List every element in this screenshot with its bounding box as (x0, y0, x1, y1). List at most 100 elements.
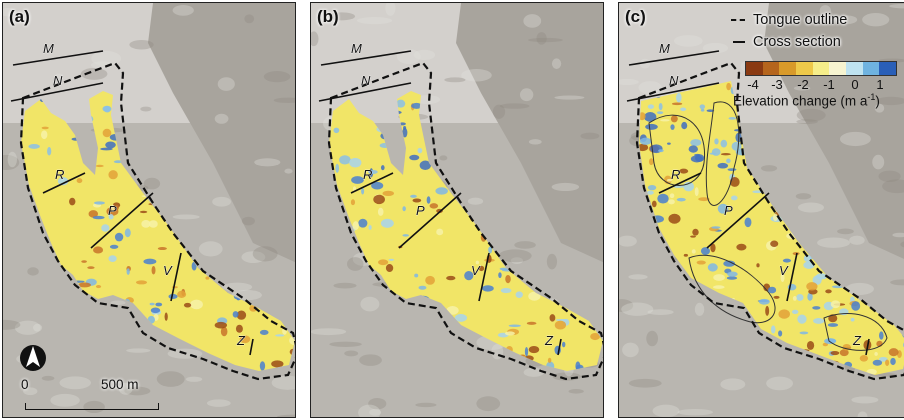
elevation-change-patch (590, 332, 601, 341)
terrain-texture-patch (129, 39, 154, 50)
terrain-texture-patch (580, 132, 600, 140)
elevation-change-patch (275, 334, 285, 337)
terrain-texture-patch (646, 330, 659, 347)
cross-section-label-v: V (163, 263, 173, 278)
elevation-change-patch (108, 214, 114, 220)
north-arrow-icon (20, 345, 46, 371)
elevation-change-patch (778, 309, 790, 319)
elevation-change-patch (850, 317, 855, 322)
elevation-change-patch (141, 220, 151, 228)
elevation-change-patch (412, 198, 422, 203)
elevation-change-patch (214, 321, 228, 329)
elevation-change-patch (352, 221, 359, 231)
elevation-change-patch (150, 307, 161, 314)
cross-section-p (706, 192, 770, 249)
terrain-texture-patch (628, 274, 648, 280)
elevation-change-patch (499, 267, 509, 271)
elevation-change-patch (378, 259, 389, 266)
elevation-change-patch (885, 359, 890, 367)
elevation-change-patch (676, 197, 686, 202)
terrain-texture-patch (311, 31, 319, 47)
elevation-change-patch (395, 99, 406, 108)
elevation-change-patch (648, 158, 654, 166)
terrain-texture-patch (126, 348, 151, 353)
terrain-texture-patch (241, 251, 266, 264)
colorbar-tick-label: -1 (823, 77, 835, 92)
legend-tongue-outline: Tongue outline (729, 9, 904, 31)
terrain-texture-patch (385, 3, 396, 16)
terrain-texture-patch (344, 350, 359, 357)
colorbar-title: Elevation change (m a-1) (733, 92, 880, 109)
terrain-texture-patch (7, 151, 18, 168)
terrain-texture-patch (639, 58, 651, 69)
elevation-change-patch (812, 275, 822, 285)
elevation-change-patch (108, 170, 118, 180)
cross-section-v (786, 252, 798, 302)
terrain-texture-patch (621, 302, 654, 316)
terrain-texture-patch (415, 402, 437, 408)
terrain-texture-patch (172, 5, 194, 16)
elevation-change-patch (349, 157, 362, 168)
elevation-change-patch (481, 285, 494, 292)
elevation-change-patch (681, 121, 688, 130)
elevation-change-patch (562, 341, 566, 348)
elevation-change-patch (728, 117, 737, 120)
elevation-change-patch (658, 102, 663, 111)
elevation-change-patch (114, 232, 124, 242)
elevation-change-patch (699, 104, 706, 110)
terrain-texture-patch (766, 376, 794, 391)
terrain-texture-patch (619, 78, 639, 86)
cross-section-label-n: N (53, 73, 63, 88)
elevation-change-patch (76, 178, 83, 184)
elevation-change-patch (126, 268, 130, 275)
terrain-texture-patch (862, 12, 890, 27)
elevation-change-patch (827, 323, 839, 327)
cross-section-label-n: N (361, 73, 371, 88)
terrain-texture-patch (523, 367, 544, 377)
elevation-change-patch (100, 147, 113, 151)
elevation-change-patch (335, 163, 340, 173)
elevation-change-patch (515, 291, 523, 298)
elevation-change-patch (143, 258, 157, 265)
elevation-change-patch (824, 338, 837, 345)
terrain-texture-patch (892, 232, 904, 238)
terrain-texture-patch (638, 81, 662, 95)
elevation-change-patch (78, 282, 91, 288)
elevation-change-patch (547, 357, 552, 363)
cross-section-label-m: M (43, 41, 54, 56)
elevation-change-patch (797, 314, 807, 324)
elevation-change-patch (694, 153, 701, 157)
elevation-change-patch (554, 320, 566, 330)
terrain-texture-patch (54, 73, 64, 81)
cross-section-z (557, 338, 562, 356)
elevation-change-patch (709, 152, 717, 155)
elevation-change-patch (149, 302, 155, 306)
elevation-change-patch (410, 194, 417, 198)
terrain-texture-patch (80, 67, 108, 80)
elevation-change-patch (780, 273, 785, 283)
cross-section-n (626, 82, 720, 102)
elevation-change-patch (289, 335, 295, 346)
elevation-change-patch (205, 276, 210, 280)
terrain-texture-patch (358, 404, 381, 417)
elevation-change-patch (361, 187, 365, 195)
elevation-change-patch (773, 295, 780, 299)
elevation-change-patch (69, 197, 76, 206)
terrain-texture-patch (874, 103, 885, 113)
terrain-texture-patch (444, 77, 466, 83)
elevation-change-patch (93, 246, 104, 254)
terrain-texture-patch (492, 104, 506, 119)
cross-section-v (478, 252, 490, 302)
terrain-texture-patch (91, 50, 122, 67)
cross-section-label-m: M (659, 41, 670, 56)
elevation-change-patch (657, 193, 669, 204)
tongue-outline (635, 61, 904, 381)
elevation-change-patch (454, 313, 468, 322)
elevation-change-patch (411, 102, 422, 109)
terrain-texture-patch (900, 241, 904, 248)
elevation-change-patch (879, 356, 888, 362)
elevation-change-patch (792, 296, 797, 301)
elevation-change-patch (168, 293, 178, 300)
elevation-change-patch (717, 162, 729, 169)
elevation-change-patch (380, 218, 394, 228)
